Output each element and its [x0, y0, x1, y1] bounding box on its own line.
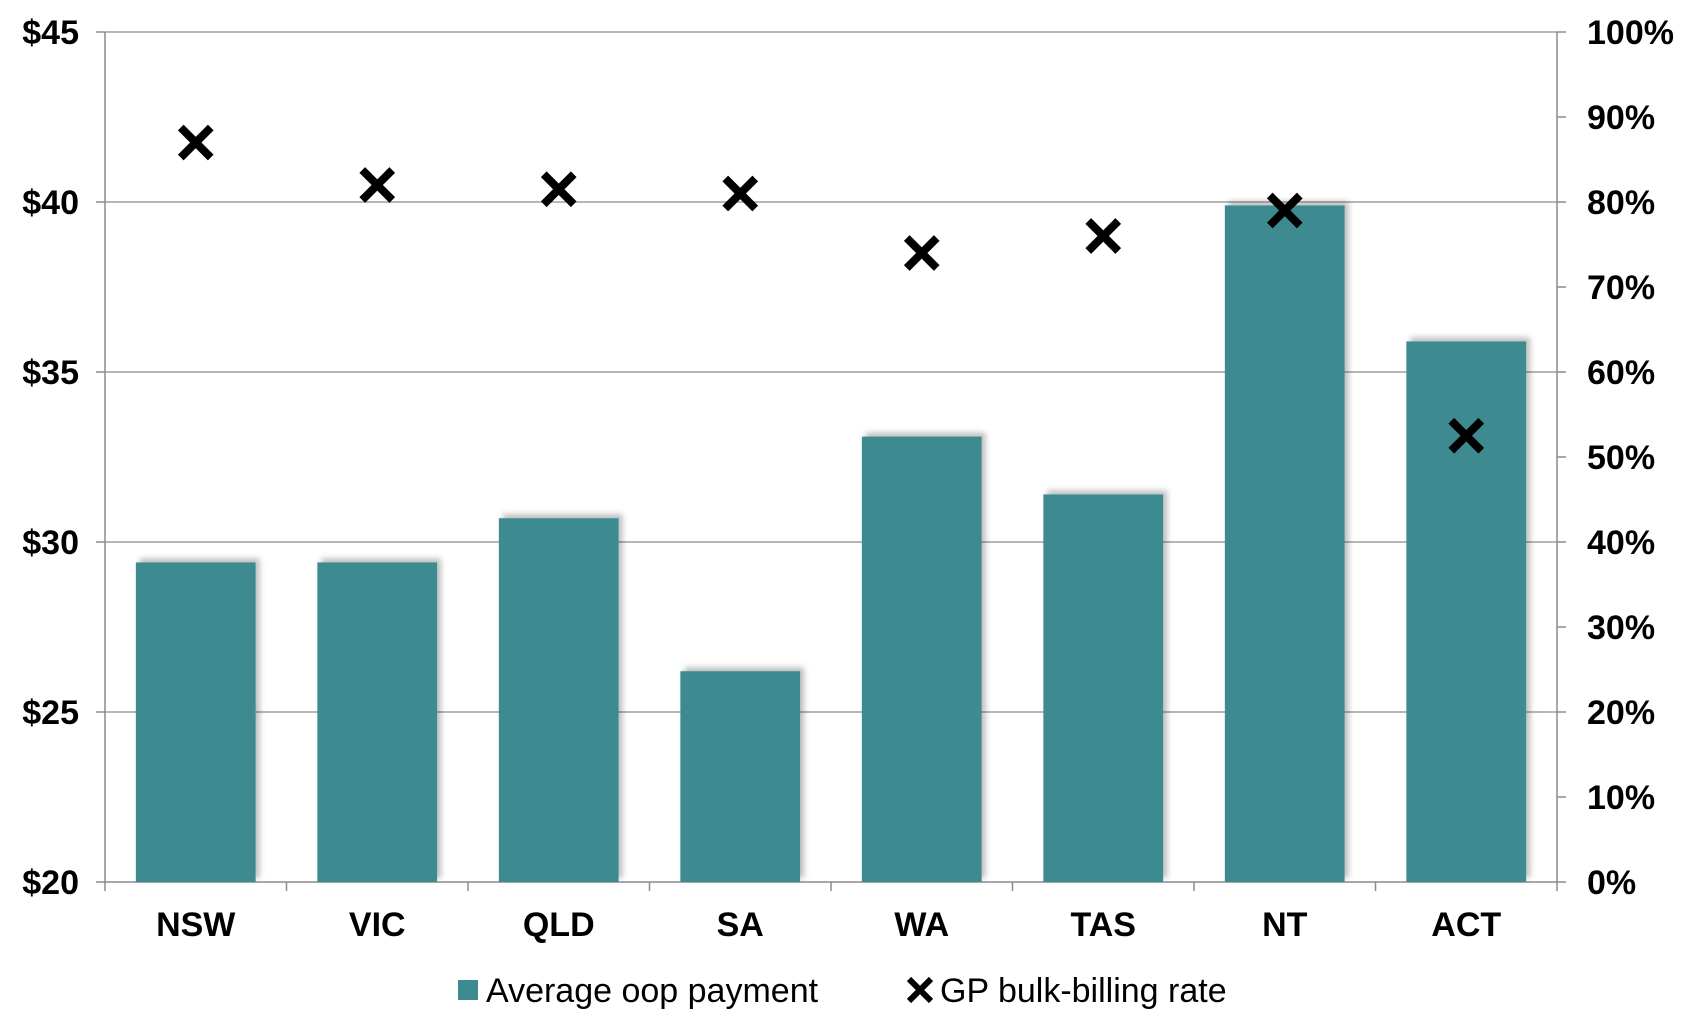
- legend-marker-x-icon: [906, 976, 934, 1004]
- marker-x: [359, 167, 396, 203]
- marker-x: [1266, 192, 1303, 229]
- bar: [1043, 494, 1164, 882]
- left-tick-label: $45: [22, 14, 79, 52]
- category-label: NT: [1262, 906, 1308, 944]
- right-tick-label: 20%: [1587, 694, 1655, 732]
- legend-label-bar: Average oop payment: [486, 972, 819, 1010]
- right-tick-label: 90%: [1587, 99, 1655, 137]
- right-tick-label: 80%: [1587, 184, 1655, 222]
- left-tick-label: $25: [22, 694, 79, 732]
- category-label: WA: [894, 906, 949, 944]
- legend-label-marker: GP bulk-billing rate: [940, 972, 1227, 1010]
- legend-swatch-bar: [458, 980, 478, 1000]
- left-tick-label: $35: [22, 354, 79, 392]
- right-tick-label: 100%: [1587, 14, 1674, 52]
- right-tick-label: 70%: [1587, 269, 1655, 307]
- legend: Average oop payment GP bulk-billing rate: [458, 972, 1227, 1010]
- bar: [135, 562, 256, 882]
- category-label: NSW: [156, 906, 236, 944]
- left-tick-label: $40: [22, 184, 79, 222]
- marker-x: [177, 124, 214, 161]
- bar: [680, 671, 801, 882]
- axis-labels: $20 $25 $30 $35 $40 $45 0% 10% 20% 30% 40% 50% 60% 70…: [22, 14, 1674, 944]
- right-tick-label: 30%: [1587, 609, 1655, 647]
- right-tick-label: 10%: [1587, 779, 1655, 817]
- right-tick-label: 40%: [1587, 524, 1655, 562]
- right-tick-label: 0%: [1587, 864, 1636, 902]
- marker-x: [722, 175, 759, 212]
- category-label: ACT: [1431, 906, 1501, 944]
- marker-x: [540, 171, 577, 208]
- bar-series: [135, 205, 1527, 882]
- marker-x: [903, 235, 940, 271]
- category-label: VIC: [349, 906, 406, 944]
- marker-series: [177, 124, 1485, 454]
- bar: [317, 562, 438, 882]
- marker-x: [1085, 218, 1122, 254]
- left-tick-label: $30: [22, 524, 79, 562]
- bar: [1406, 341, 1527, 882]
- bar: [498, 518, 619, 882]
- axes: [96, 31, 1566, 891]
- bar: [861, 436, 982, 882]
- right-tick-label: 60%: [1587, 354, 1655, 392]
- marker-x: [1448, 417, 1485, 454]
- category-label: QLD: [523, 906, 595, 944]
- left-tick-label: $20: [22, 864, 79, 902]
- category-label: SA: [717, 906, 764, 944]
- bar: [1224, 205, 1345, 882]
- category-label: TAS: [1071, 906, 1136, 944]
- right-tick-label: 50%: [1587, 439, 1655, 477]
